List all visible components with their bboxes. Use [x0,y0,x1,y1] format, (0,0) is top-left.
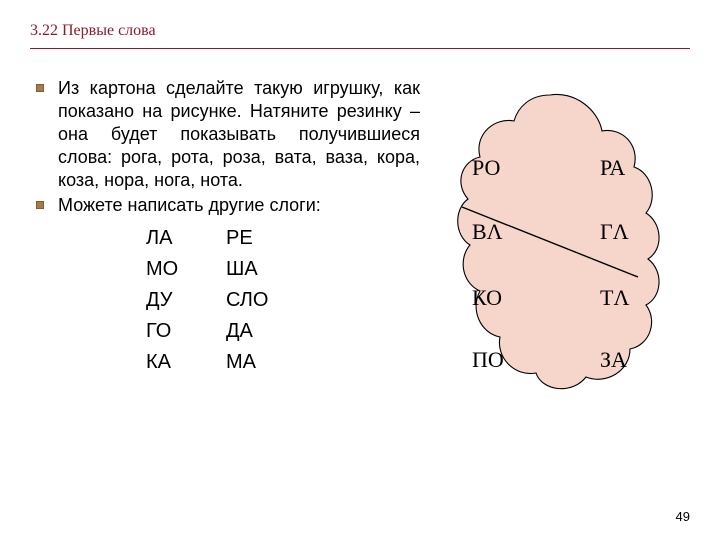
pair-right: ЗА [600,347,627,373]
syll-cell: КА [146,347,226,378]
pair-left: ПО [472,347,504,373]
pair-left: ВΛ [472,219,503,245]
pair-right: ТΛ [600,285,629,311]
syll-cell: РЕ [226,223,253,254]
page-number: 49 [676,509,690,524]
syllable-table: ЛА РЕ МО ША ДУ СЛО ГО ДА КА МА [146,223,420,378]
syll-cell: ДА [226,316,253,347]
paragraph-1: Из картона сделайте такую игрушку, как п… [58,77,420,192]
table-row: ДУ СЛО [146,285,420,316]
heading-rule [30,48,690,49]
table-row: ЛА РЕ [146,223,420,254]
syll-cell: ДУ [146,285,226,316]
pair-left: КО [472,285,502,311]
table-row: МО ША [146,254,420,285]
square-bullet-icon [36,84,44,92]
syll-cell: ЛА [146,223,226,254]
pair-left: РО [472,155,500,181]
syll-cell: СЛО [226,285,268,316]
syll-cell: МА [226,347,256,378]
pair-right: РА [600,155,625,181]
table-row: КА МА [146,347,420,378]
left-column: Из картона сделайте такую игрушку, как п… [30,77,430,378]
square-bullet-icon [36,201,44,209]
table-row: ГО ДА [146,316,420,347]
content-row: Из картона сделайте такую игрушку, как п… [30,77,690,417]
syll-cell: ША [226,254,258,285]
section-heading: 3.22 Первые слова [30,22,690,40]
syll-cell: ГО [146,316,226,347]
bullet-item: Из картона сделайте такую игрушку, как п… [36,77,420,192]
figure-cloud: РО РА ВΛ ГΛ КО ТΛ ПО ЗА [440,87,670,417]
bullet-item: Можете написать другие слоги: [36,194,420,217]
paragraph-2: Можете написать другие слоги: [58,194,321,217]
syll-cell: МО [146,254,226,285]
pair-right: ГΛ [600,219,629,245]
